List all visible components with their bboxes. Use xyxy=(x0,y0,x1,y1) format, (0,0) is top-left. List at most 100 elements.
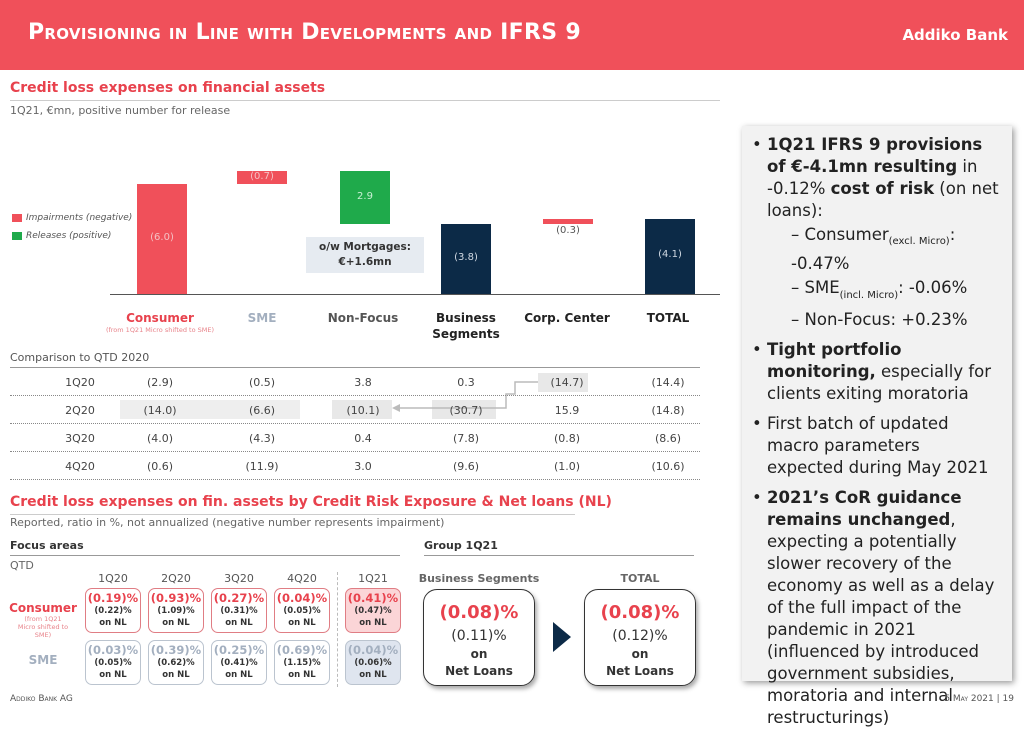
section2-subtitle: Reported, ratio in %, not annualized (ne… xyxy=(10,516,445,529)
section1-subtitle: 1Q21, €mn, positive number for release xyxy=(10,104,231,117)
table-cell: (7.8) xyxy=(452,432,480,445)
section1-title: Credit loss expenses on financial assets xyxy=(10,80,326,96)
sub-text: (excl. Micro) xyxy=(888,236,950,248)
sub-bullet-nonfocus: – Non-Focus: +0.23% xyxy=(791,309,968,329)
cre-ratio: (0.04)% xyxy=(276,591,328,605)
bullet-text: Tight portfolio monitoring, xyxy=(767,339,902,381)
on-label: on xyxy=(470,647,488,661)
table-cell: (30.7) xyxy=(449,404,483,417)
nl-ratio: (1.15)% xyxy=(283,658,321,668)
table-row: 3Q20 (4.0) (4.3) 0.4 (7.8) (0.8) (8.6) xyxy=(10,426,700,452)
on-nl-label: on NL xyxy=(162,670,190,680)
bar-value-label: (6.0) xyxy=(150,232,174,244)
highlight-consumer-sme-2q20 xyxy=(120,400,300,419)
divider xyxy=(10,367,700,368)
table-cell: (10.1) xyxy=(346,404,380,417)
table-cell: (1.0) xyxy=(553,460,581,473)
net-loans-label: Net Loans xyxy=(606,664,674,678)
table-cell: (2.9) xyxy=(146,376,174,389)
divider xyxy=(424,555,694,556)
nl-ratio: (0.62)% xyxy=(157,658,195,668)
consumer-ratio-box: (0.93)% (1.09)% on NL xyxy=(148,588,204,633)
divider xyxy=(337,572,338,687)
group-ratio-box: (0.08)% (0.12)% on Net Loans xyxy=(584,589,696,686)
bar-value-label: (3.8) xyxy=(454,252,478,264)
legend-impairments: Impairments (negative) xyxy=(12,213,132,223)
table-cell: 15.9 xyxy=(554,404,580,417)
annotation-line1: o/w Mortgages: xyxy=(319,241,411,253)
highlight-corp-1q20 xyxy=(538,373,588,392)
nl-ratio: (0.22)% xyxy=(94,606,132,616)
group-box-label: TOTAL xyxy=(620,572,660,585)
sme-ratio-box: (0.03)% (0.05)% on NL xyxy=(85,640,141,685)
nl-ratio: (0.12)% xyxy=(612,628,668,644)
row-label: 2Q20 xyxy=(65,404,95,417)
quarter-header: 2Q20 xyxy=(161,572,191,585)
on-label: on xyxy=(631,647,649,661)
table-cell: (8.6) xyxy=(654,432,682,445)
bullet-text: in -0.12% xyxy=(767,157,978,198)
table-cell: (14.4) xyxy=(651,376,685,389)
sub-text: SME xyxy=(804,278,840,298)
on-nl-label: on NL xyxy=(288,618,316,628)
bar-value-label: (0.3) xyxy=(556,225,580,237)
nl-ratio: (0.11)% xyxy=(451,628,507,644)
quarter-header: 3Q20 xyxy=(224,572,254,585)
on-nl-label: on NL xyxy=(225,618,253,628)
table-cell: (6.6) xyxy=(248,404,276,417)
category-label: SME xyxy=(247,311,277,325)
footer-sep: | xyxy=(996,694,1000,704)
quarter-header: 1Q21 xyxy=(358,572,388,585)
bar-business-segments: (3.8) xyxy=(441,224,491,294)
bullet-text: especially for clients exiting moratoria xyxy=(767,361,992,403)
on-nl-label: on NL xyxy=(359,618,387,628)
bar-total: (4.1) xyxy=(645,218,695,294)
table-cell: (4.0) xyxy=(146,432,174,445)
focus-title: Focus areas xyxy=(10,539,84,552)
sub-bullet-sme: – SME(incl. Micro): -0.06% xyxy=(791,278,968,301)
table-cell: 3.8 xyxy=(354,376,372,389)
table-cell: (11.9) xyxy=(245,460,279,473)
category-label: TOTAL xyxy=(646,311,690,325)
cre-ratio: (0.19)% xyxy=(87,591,139,605)
consumer-row-label: Consumer (from 1Q21 Micro shifted to SME… xyxy=(8,601,78,639)
sme-ratio-box: (0.69)% (1.15)% on NL xyxy=(274,640,330,685)
divider xyxy=(10,100,720,101)
legend-label: Impairments (negative) xyxy=(26,213,133,223)
bullet-text: First batch of updated macro parameters … xyxy=(767,413,989,477)
bar-value-label: (0.7) xyxy=(250,171,274,183)
on-nl-label: on NL xyxy=(99,618,127,628)
footer-date: 5 May 2021 xyxy=(944,694,994,704)
nl-ratio: (0.06)% xyxy=(354,658,392,668)
cre-ratio: (0.04)% xyxy=(347,643,399,657)
bullet-guidance: 2021’s CoR guidance remains unchanged, e… xyxy=(752,487,1000,729)
consumer-note: (from 1Q21 Micro shifted to SME) xyxy=(17,615,69,639)
bullet-text: 1Q21 IFRS 9 provisions of €-4.1mn result… xyxy=(767,135,983,176)
nl-ratio: (0.31)% xyxy=(220,606,258,616)
quarter-header: 1Q20 xyxy=(98,572,128,585)
addiko-logo: Addiko Bank xyxy=(902,26,1008,44)
table-row: 2Q20 (14.0) (6.6) (10.1) (30.7) 15.9 (14.8) xyxy=(10,398,700,424)
table-cell: 0.3 xyxy=(457,376,475,389)
consumer-ratio-box: (0.19)% (0.22)% on NL xyxy=(85,588,141,633)
table-cell: (14.8) xyxy=(651,404,685,417)
category-label: Non-Focus xyxy=(327,311,399,325)
sub-text: Consumer xyxy=(804,225,889,244)
comparison-title: Comparison to QTD 2020 xyxy=(10,351,150,364)
bullet-text: (on net loans): xyxy=(767,179,999,220)
consumer-ratio-box: (0.04)% (0.05)% on NL xyxy=(274,588,330,633)
table-row: 1Q20 (2.9) (0.5) 3.8 0.3 (14.7) (14.4) xyxy=(10,370,700,396)
table-cell: (14.7) xyxy=(550,376,584,389)
highlight-bs-2q20 xyxy=(432,400,496,419)
nl-ratio: (0.05)% xyxy=(283,606,321,616)
table-cell: (0.6) xyxy=(146,460,174,473)
row-label: 1Q20 xyxy=(65,376,95,389)
bullet-monitoring: Tight portfolio monitoring, especially f… xyxy=(752,339,1000,405)
annotation-line2: €+1.6mn xyxy=(338,256,392,268)
sme-ratio-box: (0.39)% (0.62)% on NL xyxy=(148,640,204,685)
legend-releases: Releases (positive) xyxy=(12,231,111,241)
table-cell: (9.6) xyxy=(452,460,480,473)
cre-ratio: (0.69)% xyxy=(276,643,328,657)
cre-ratio: (0.03)% xyxy=(87,643,139,657)
on-nl-label: on NL xyxy=(359,670,387,680)
